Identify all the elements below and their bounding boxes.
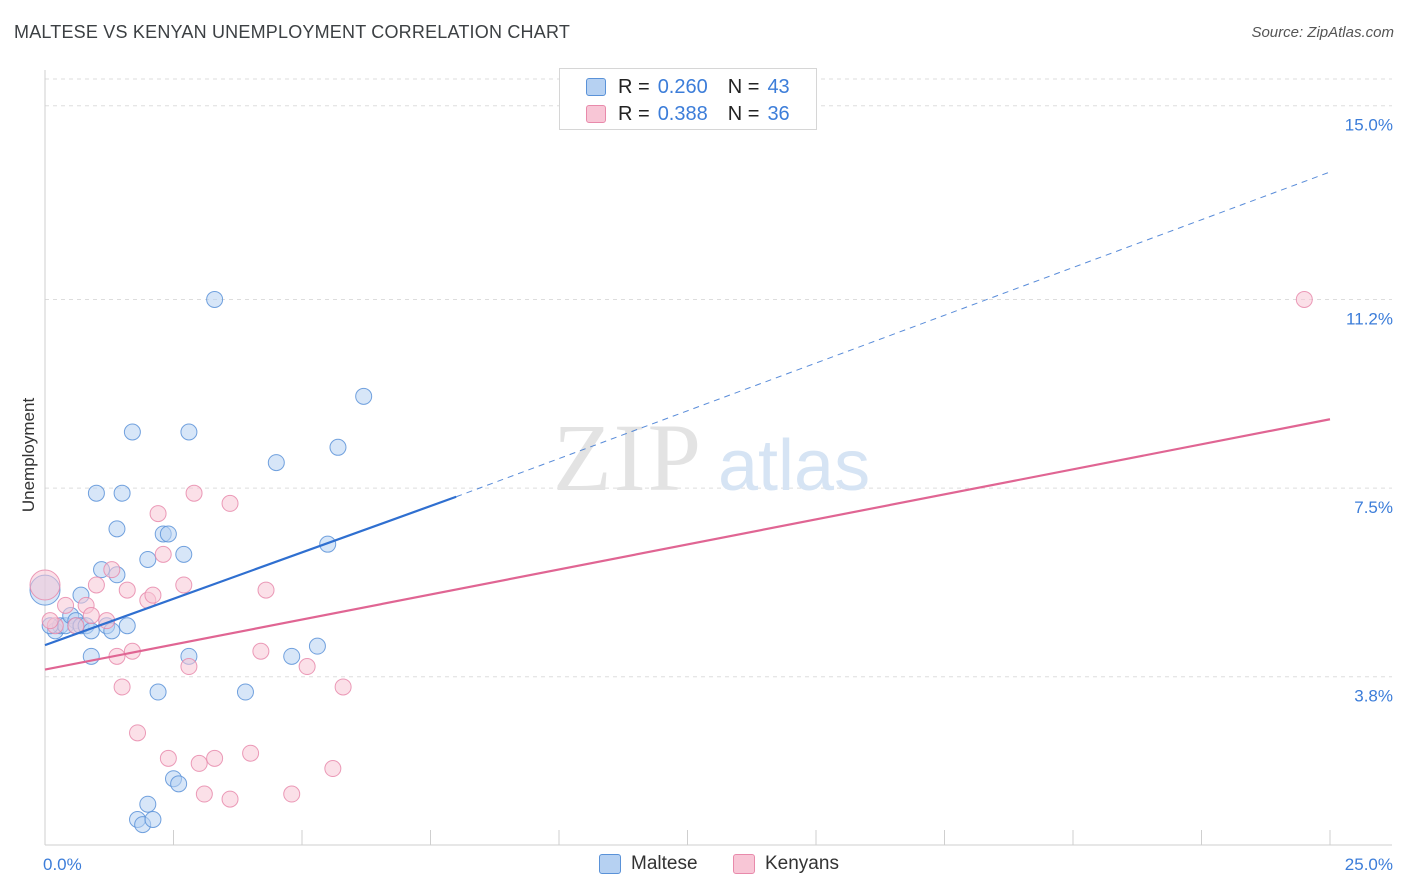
legend-label-maltese: Maltese — [631, 853, 698, 874]
maltese-point — [308, 637, 326, 655]
watermark: ZIP atlas — [553, 404, 870, 511]
chart-title: MALTESE VS KENYAN UNEMPLOYMENT CORRELATI… — [14, 22, 571, 42]
n-label: N = — [727, 102, 760, 125]
kenyans-point — [180, 658, 198, 676]
trend-lines — [44, 171, 1331, 671]
kenyans-point — [103, 561, 121, 579]
kenyans-point — [87, 576, 105, 594]
grid-lines — [45, 78, 1392, 678]
y-tick-label: 7.5% — [1354, 498, 1393, 517]
kenyans-point — [324, 760, 342, 778]
maltese-trend-line — [44, 495, 457, 647]
maltese-point — [175, 545, 193, 563]
kenyans-point — [1295, 290, 1313, 308]
kenyans-point — [118, 581, 136, 599]
legend-item-maltese: Maltese — [599, 850, 698, 878]
kenyans-point — [113, 678, 131, 696]
kenyans-trend-line — [44, 418, 1331, 671]
maltese-point — [170, 775, 188, 793]
maltese-point — [180, 423, 198, 441]
maltese-point — [139, 795, 157, 813]
r-label: R = — [618, 75, 650, 98]
kenyans-point — [41, 612, 59, 630]
kenyans-point — [149, 505, 167, 523]
kenyans-point — [334, 678, 352, 696]
maltese-point — [123, 423, 141, 441]
maltese-point — [159, 525, 177, 543]
legend-item-kenyans: Kenyans — [733, 850, 839, 878]
kenyans-point — [190, 754, 208, 772]
kenyans-point — [221, 494, 239, 512]
n-value: 36 — [767, 102, 790, 125]
kenyans-point — [159, 749, 177, 767]
kenyans-point — [298, 658, 316, 676]
maltese-point — [283, 647, 301, 665]
kenyans-point — [175, 576, 193, 594]
maltese-point — [267, 454, 285, 472]
kenyans-point — [129, 724, 147, 742]
kenyans-point — [57, 596, 75, 614]
source-label: Source: ZipAtlas.com — [1251, 24, 1394, 41]
kenyans-point — [144, 586, 162, 604]
r-value: 0.388 — [657, 102, 708, 125]
kenyans-point — [257, 581, 275, 599]
y-tick-label: 15.0% — [1345, 116, 1393, 135]
maltese-trend-extension — [456, 171, 1331, 498]
maltese-swatch — [586, 78, 606, 96]
y-tick-label: 3.8% — [1354, 687, 1393, 706]
maltese-point — [144, 811, 162, 829]
legend-label-kenyans: Kenyans — [765, 853, 839, 874]
y-axis-label: Unemployment — [19, 398, 38, 513]
kenyans-point — [283, 785, 301, 803]
series-legend: Maltese Kenyans — [0, 850, 1406, 880]
maltese-legend-swatch — [599, 854, 621, 874]
n-value: 43 — [767, 75, 790, 98]
kenyans-point — [82, 607, 100, 625]
maltese-point — [118, 617, 136, 635]
axes — [44, 70, 1392, 846]
watermark-atlas: atlas — [718, 426, 870, 506]
legend-row-maltese: R = 0.260 N = 43 — [586, 75, 790, 99]
kenyans-point — [185, 484, 203, 502]
maltese-point — [206, 290, 224, 308]
y-tick-label: 11.2% — [1346, 309, 1393, 328]
kenyans-point — [206, 749, 224, 767]
watermark-zip: ZIP — [553, 404, 703, 511]
correlation-legend: R = 0.260 N = 43 R = 0.388 N = 36 — [559, 68, 817, 130]
maltese-point — [329, 438, 347, 456]
kenyans-point — [195, 785, 213, 803]
kenyans-point — [221, 790, 239, 808]
maltese-point — [149, 683, 167, 701]
maltese-point — [355, 387, 373, 405]
maltese-point — [108, 520, 126, 538]
kenyans-legend-swatch — [733, 854, 755, 874]
maltese-point — [113, 484, 131, 502]
legend-row-kenyans: R = 0.388 N = 36 — [586, 102, 790, 126]
maltese-point — [139, 550, 157, 568]
kenyans-swatch — [586, 105, 606, 123]
r-label: R = — [618, 102, 650, 125]
x-tick-label-max: 25.0% — [1345, 855, 1393, 874]
x-tick-label-min: 0.0% — [43, 855, 82, 874]
r-value: 0.260 — [657, 75, 708, 98]
kenyans-point — [252, 642, 270, 660]
tick-labels: 3.8% 7.5% 11.2% 15.0% 0.0% 25.0% — [43, 116, 1393, 874]
n-label: N = — [727, 75, 760, 98]
maltese-point — [236, 683, 254, 701]
maltese-point — [87, 484, 105, 502]
kenyans-point — [29, 569, 61, 601]
kenyans-point — [154, 545, 172, 563]
data-points — [29, 290, 1313, 834]
kenyans-point — [242, 744, 260, 762]
